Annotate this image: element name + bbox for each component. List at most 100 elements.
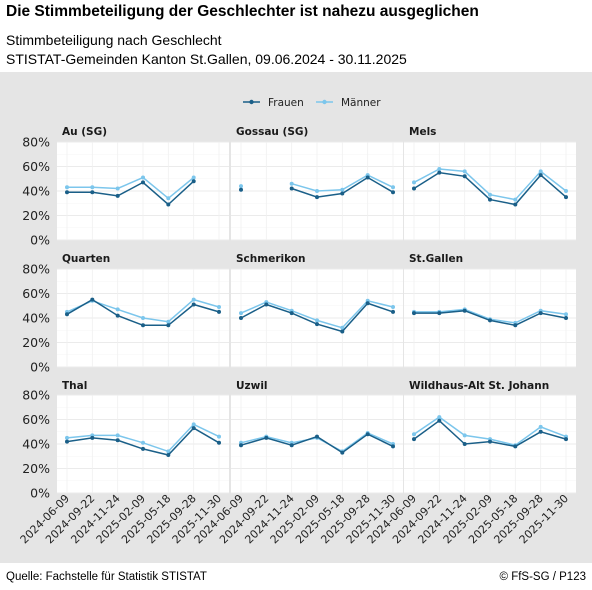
data-point [166, 453, 171, 457]
data-point [412, 432, 416, 437]
data-point [289, 311, 294, 316]
y-tick-label: 0% [30, 486, 50, 501]
series-frauen [65, 297, 221, 328]
data-point [115, 438, 120, 443]
copyright-note: © FfS-SG / P123 [499, 571, 586, 583]
legend-item-maenner: Männer [316, 97, 381, 109]
facet-panel: Schmerikon [231, 253, 403, 368]
series-line [67, 176, 195, 200]
y-tick-label: 80% [22, 262, 50, 277]
data-point [340, 325, 345, 330]
data-point [412, 186, 416, 191]
series-line [67, 180, 195, 206]
data-point [141, 446, 145, 451]
facet-panel: Quarten 0% 20% 40% 60% 80% [22, 253, 229, 375]
series-frauen [239, 432, 395, 455]
data-point [239, 187, 243, 192]
series-frauen [412, 308, 568, 328]
data-point [90, 435, 95, 440]
faceted-line-chart: Frauen Männer Au (SG) 0% 20% 40% 60% 80% Gossau … [18, 97, 576, 546]
source-note: Quelle: Fachstelle für Statistik STISTAT [6, 571, 207, 583]
facet-label: Au (SG) [62, 126, 107, 138]
data-point [315, 189, 319, 193]
data-point [365, 432, 370, 437]
data-point [217, 440, 221, 445]
facet-label: Gossau (SG) [236, 126, 308, 138]
facet-panel: Gossau (SG) [231, 126, 403, 241]
chart-area: Frauen Männer Au (SG) 0% 20% 40% 60% 80% Gossau … [0, 72, 592, 563]
data-point [239, 443, 243, 448]
data-point [115, 313, 120, 318]
data-point [462, 174, 467, 179]
series-maenner [65, 422, 221, 454]
data-point [462, 169, 467, 174]
data-point [166, 319, 171, 324]
data-point [90, 297, 95, 302]
data-point [462, 442, 467, 446]
data-point [65, 190, 69, 195]
data-point [437, 167, 442, 171]
facet-label: Uzwil [236, 380, 268, 392]
data-point [365, 301, 370, 306]
data-point [412, 180, 416, 185]
data-point [391, 190, 395, 195]
data-point [340, 191, 345, 196]
data-point [191, 302, 196, 307]
data-point [191, 175, 196, 180]
data-point [166, 196, 171, 201]
data-point [191, 422, 196, 427]
data-point [141, 175, 145, 180]
data-point [412, 437, 416, 442]
facet-label: St.Gallen [409, 253, 463, 265]
data-point [90, 190, 95, 195]
data-point [191, 426, 196, 431]
y-tick-label: 40% [22, 437, 50, 452]
data-point [538, 429, 543, 434]
data-point [315, 434, 319, 439]
data-point [391, 305, 395, 309]
data-point [538, 173, 543, 178]
data-point [488, 439, 492, 444]
data-point [289, 443, 294, 448]
data-point [217, 305, 221, 309]
data-point [564, 316, 568, 320]
y-tick-label: 60% [22, 412, 50, 427]
data-point [65, 435, 69, 440]
data-point [166, 323, 171, 328]
data-point [391, 185, 395, 190]
data-point [315, 322, 319, 327]
data-point [340, 329, 345, 334]
y-tick-label: 20% [22, 461, 50, 476]
data-point [166, 449, 171, 454]
data-point [437, 311, 442, 316]
data-point [191, 297, 196, 302]
data-point [513, 323, 518, 328]
data-point [488, 197, 492, 202]
y-tick-label: 40% [22, 311, 50, 326]
data-point [115, 186, 120, 191]
data-point [90, 185, 95, 190]
data-point [462, 433, 467, 438]
facet-label: Schmerikon [236, 253, 306, 265]
data-point [239, 311, 243, 316]
facet-label: Mels [409, 126, 436, 138]
series-frauen [412, 418, 568, 449]
data-point [239, 316, 243, 320]
data-point [166, 202, 171, 207]
data-point [289, 186, 294, 191]
legend-label: Männer [341, 97, 381, 109]
y-tick-label: 20% [22, 335, 50, 350]
y-tick-label: 20% [22, 208, 50, 223]
legend-marker [249, 99, 254, 105]
data-point [538, 169, 543, 174]
data-point [315, 195, 319, 200]
series-frauen [239, 301, 395, 334]
data-point [239, 184, 243, 189]
data-point [412, 311, 416, 316]
data-point [315, 318, 319, 323]
data-point [65, 185, 69, 190]
data-point [564, 437, 568, 442]
chart-subtitle: Stimmbeteiligung nach Geschlecht [6, 32, 222, 48]
facet-panel: St.Gallen [404, 253, 576, 368]
data-point [141, 316, 145, 320]
